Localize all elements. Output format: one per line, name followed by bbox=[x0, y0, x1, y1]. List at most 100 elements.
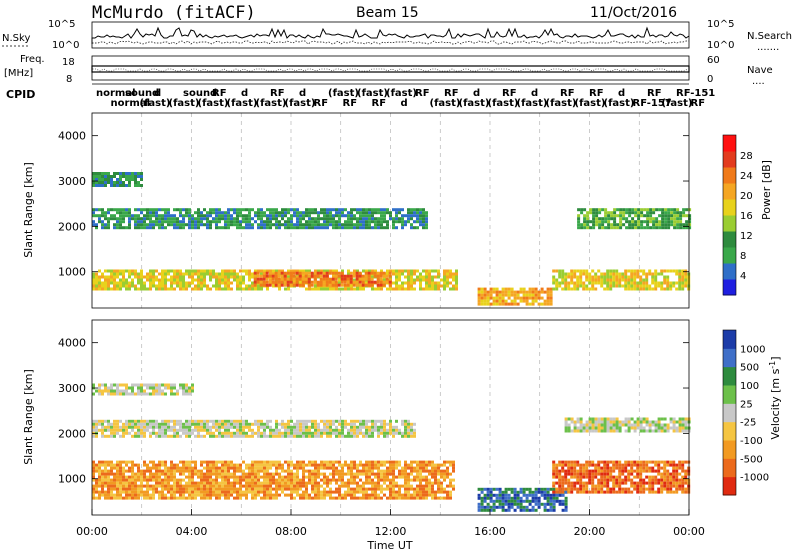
heatmap-cell bbox=[636, 491, 639, 494]
heatmap-cell bbox=[681, 282, 684, 285]
heatmap-cell bbox=[236, 288, 239, 291]
heatmap-cell bbox=[577, 421, 580, 424]
heatmap-cell bbox=[230, 273, 233, 276]
heatmap-cell bbox=[185, 270, 188, 273]
heatmap-cell bbox=[639, 270, 642, 273]
heatmap-cell bbox=[311, 470, 314, 473]
heatmap-cell bbox=[140, 479, 143, 482]
heatmap-cell bbox=[167, 211, 170, 214]
heatmap-cell bbox=[601, 226, 604, 229]
heatmap-cell bbox=[194, 423, 197, 426]
heatmap-cell bbox=[188, 390, 191, 393]
heatmap-cell bbox=[179, 273, 182, 276]
heatmap-cell bbox=[134, 479, 137, 482]
heatmap-cell bbox=[296, 211, 299, 214]
heatmap-cell bbox=[254, 488, 257, 491]
heatmap-cell bbox=[541, 491, 544, 494]
heatmap-cell bbox=[681, 488, 684, 491]
heatmap-cell bbox=[648, 285, 651, 288]
heatmap-cell bbox=[600, 273, 603, 276]
heatmap-cell bbox=[206, 420, 209, 423]
heatmap-cell bbox=[419, 223, 422, 226]
heatmap-cell bbox=[425, 461, 428, 464]
heatmap-cell bbox=[104, 426, 107, 429]
heatmap-cell bbox=[603, 470, 606, 473]
heatmap-cell bbox=[134, 273, 137, 276]
heatmap-cell bbox=[293, 208, 296, 211]
heatmap-cell bbox=[116, 420, 119, 423]
heatmap-cell bbox=[601, 421, 604, 424]
heatmap-cell bbox=[200, 217, 203, 220]
heatmap-cell bbox=[212, 217, 215, 220]
heatmap-cell bbox=[529, 303, 532, 306]
heatmap-cell bbox=[658, 226, 661, 229]
heatmap-cell bbox=[580, 430, 583, 433]
heatmap-cell bbox=[125, 175, 128, 178]
heatmap-cell bbox=[242, 476, 245, 479]
heatmap-cell bbox=[305, 464, 308, 467]
heatmap-cell bbox=[290, 278, 293, 281]
heatmap-cell bbox=[92, 476, 95, 479]
heatmap-cell bbox=[664, 208, 667, 211]
heatmap-cell bbox=[392, 223, 395, 226]
heatmap-cell bbox=[672, 491, 675, 494]
heatmap-cell bbox=[329, 464, 332, 467]
heatmap-cell bbox=[98, 393, 101, 396]
heatmap-cell bbox=[606, 282, 609, 285]
heatmap-cell bbox=[338, 220, 341, 223]
heatmap-cell bbox=[637, 208, 640, 211]
heatmap-cell bbox=[284, 272, 287, 275]
heatmap-cell bbox=[224, 473, 227, 476]
heatmap-cell bbox=[356, 208, 359, 211]
heatmap-cell bbox=[230, 476, 233, 479]
heatmap-cell bbox=[242, 485, 245, 488]
heatmap-cell bbox=[215, 435, 218, 438]
colorbar-segment bbox=[723, 183, 736, 200]
heatmap-cell bbox=[308, 288, 311, 291]
heatmap-cell bbox=[113, 217, 116, 220]
heatmap-cell bbox=[230, 270, 233, 273]
heatmap-cell bbox=[143, 217, 146, 220]
heatmap-cell bbox=[170, 276, 173, 279]
heatmap-cell bbox=[597, 282, 600, 285]
heatmap-cell bbox=[547, 491, 550, 494]
heatmap-cell bbox=[245, 485, 248, 488]
heatmap-cell bbox=[634, 421, 637, 424]
heatmap-cell bbox=[335, 497, 338, 500]
heatmap-cell bbox=[323, 482, 326, 485]
heatmap-cell bbox=[538, 500, 541, 503]
heatmap-cell bbox=[579, 488, 582, 491]
heatmap-cell bbox=[603, 279, 606, 282]
heatmap-cell bbox=[622, 208, 625, 211]
heatmap-cell bbox=[598, 211, 601, 214]
heatmap-cell bbox=[555, 482, 558, 485]
heatmap-cell bbox=[657, 282, 660, 285]
heatmap-cell bbox=[122, 423, 125, 426]
heatmap-cell bbox=[116, 494, 119, 497]
heatmap-cell bbox=[167, 435, 170, 438]
heatmap-cell bbox=[92, 488, 95, 491]
heatmap-cell bbox=[173, 387, 176, 390]
heatmap-cell bbox=[311, 211, 314, 214]
heatmap-cell bbox=[200, 214, 203, 217]
heatmap-cell bbox=[284, 461, 287, 464]
heatmap-cell bbox=[446, 467, 449, 470]
heatmap-cell bbox=[278, 281, 281, 284]
heatmap-cell bbox=[224, 426, 227, 429]
heatmap-cell bbox=[604, 220, 607, 223]
heatmap-cell bbox=[634, 220, 637, 223]
heatmap-cell bbox=[341, 211, 344, 214]
heatmap-cell bbox=[386, 470, 389, 473]
heatmap-cell bbox=[209, 220, 212, 223]
heatmap-cell bbox=[679, 214, 682, 217]
heatmap-cell bbox=[296, 488, 299, 491]
heatmap-cell bbox=[526, 300, 529, 303]
heatmap-cell bbox=[374, 208, 377, 211]
heatmap-cell bbox=[398, 494, 401, 497]
heatmap-cell bbox=[101, 423, 104, 426]
heatmap-cell bbox=[92, 285, 95, 288]
heatmap-cell bbox=[134, 426, 137, 429]
heatmap-cell bbox=[350, 220, 353, 223]
heatmap-cell bbox=[116, 476, 119, 479]
heatmap-cell bbox=[371, 494, 374, 497]
